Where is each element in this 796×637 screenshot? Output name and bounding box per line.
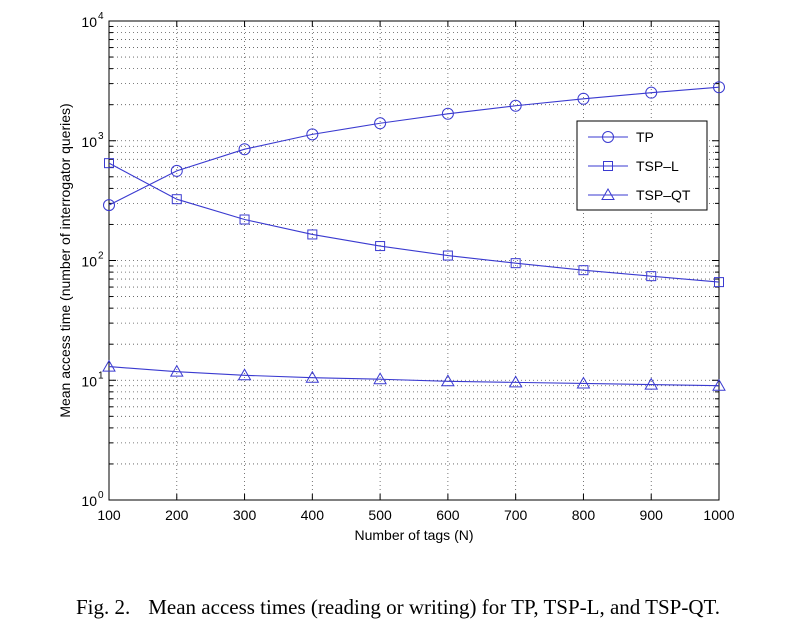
series-group — [102, 81, 726, 391]
caption-label: Fig. 2. — [75, 595, 131, 619]
square-marker — [239, 214, 250, 225]
square-marker — [307, 229, 318, 240]
circle-marker — [306, 128, 319, 141]
y-tick-label-exponent: 3 — [98, 131, 104, 142]
series-line — [108, 162, 720, 283]
y-tick-label-exponent: 2 — [98, 251, 104, 262]
x-tick-label: 200 — [165, 507, 189, 523]
square-marker — [375, 241, 386, 252]
square-marker — [104, 158, 114, 169]
y-tick-label: 10 2 — [81, 251, 104, 270]
triangle-marker — [441, 374, 455, 387]
x-tick-label: 300 — [233, 507, 257, 523]
square-marker — [510, 258, 521, 269]
legend-label: TSP–L — [636, 158, 679, 174]
triangle-marker — [102, 359, 116, 372]
x-tick-labels: 100 200 300 400 500 600 700 800 900 1000 — [97, 507, 734, 523]
legend-label: TSP–QT — [636, 187, 691, 203]
x-tick-label: 800 — [572, 507, 596, 523]
x-tick-label: 400 — [301, 507, 325, 523]
x-tick-label: 500 — [368, 507, 392, 523]
triangle-marker — [373, 372, 387, 385]
circle-marker — [645, 86, 658, 99]
y-tick-label: 10 0 — [81, 490, 104, 509]
circle-marker — [238, 143, 251, 156]
y-tick-label: 10 4 — [81, 11, 104, 30]
y-tick-label-base: 10 — [81, 373, 97, 389]
circle-marker — [170, 164, 183, 177]
square-marker — [714, 277, 724, 288]
triangle-marker — [601, 187, 615, 200]
y-tick-label: 10 3 — [81, 131, 104, 150]
figure-caption: Fig. 2. Mean access times (reading or wri… — [0, 595, 796, 620]
y-tick-label-base: 10 — [81, 254, 97, 270]
legend-item: TSP–L — [588, 158, 679, 174]
y-tick-label: 10 1 — [81, 370, 104, 389]
series-line — [108, 86, 720, 206]
circle-marker — [509, 99, 522, 112]
y-tick-label-base: 10 — [81, 493, 97, 509]
series-square — [104, 158, 724, 288]
square-marker — [171, 194, 182, 205]
triangle-marker — [305, 370, 320, 383]
square-marker — [578, 265, 589, 276]
legend-label: TP — [636, 129, 654, 145]
triangle-marker — [712, 378, 726, 391]
legend: TP TSP–L TSP–QT — [576, 120, 708, 211]
grid — [108, 21, 720, 500]
circle-marker — [441, 107, 454, 120]
series-line — [108, 366, 720, 387]
circle-marker — [577, 92, 590, 105]
circle-marker — [713, 81, 725, 94]
x-tick-label: 100 — [97, 507, 121, 523]
y-tick-label-base: 10 — [81, 14, 97, 30]
x-axis-label: Number of tags (N) — [354, 527, 473, 543]
triangle-marker — [508, 375, 523, 388]
series-circle — [103, 81, 725, 212]
legend-item: TP — [588, 129, 654, 145]
square-marker — [646, 271, 657, 282]
triangle-marker — [576, 376, 591, 389]
circle-marker — [374, 117, 387, 130]
square-marker — [442, 250, 453, 261]
triangle-marker — [644, 377, 659, 390]
caption-text: Mean access times (reading or writing) f… — [148, 595, 721, 619]
y-tick-label-base: 10 — [81, 134, 97, 150]
triangle-marker — [237, 368, 252, 381]
square-marker — [603, 161, 613, 171]
series-triangle — [102, 359, 726, 391]
x-tick-label: 700 — [504, 507, 528, 523]
x-tick-label: 600 — [436, 507, 460, 523]
y-axis-label: Mean access time (number of interrogator… — [57, 103, 73, 417]
legend-item: TSP–QT — [588, 187, 691, 203]
y-tick-label-exponent: 0 — [98, 490, 104, 501]
circle-marker — [103, 199, 115, 212]
circle-marker — [602, 131, 614, 143]
x-tick-label: 900 — [640, 507, 664, 523]
y-tick-label-exponent: 4 — [98, 11, 104, 22]
y-tick-label-exponent: 1 — [98, 370, 104, 381]
x-tick-label: 1000 — [703, 507, 734, 523]
triangle-marker — [169, 364, 184, 377]
